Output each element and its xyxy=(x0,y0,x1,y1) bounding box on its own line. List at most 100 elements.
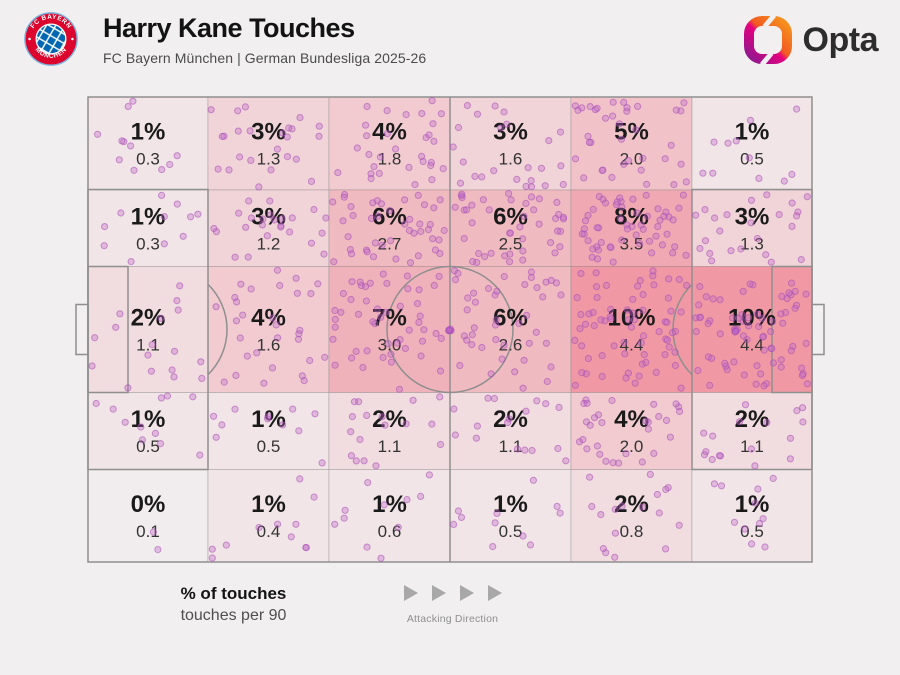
touch-dot xyxy=(148,341,156,349)
zone-per90-label-r1c1: 1.2 xyxy=(257,234,281,253)
touch-dot xyxy=(543,377,551,386)
touch-dot xyxy=(554,444,562,453)
touch-dot xyxy=(440,226,448,235)
touch-dot xyxy=(356,278,364,286)
touch-dot xyxy=(403,496,411,504)
zone-pct-label-r4c2: 1% xyxy=(372,491,407,518)
touch-dot xyxy=(500,108,508,116)
touch-dot xyxy=(516,223,524,231)
zone-cell-r0c4 xyxy=(570,96,693,191)
touch-dot xyxy=(160,213,168,221)
touch-dot xyxy=(196,451,204,459)
touch-dot xyxy=(637,221,645,229)
touch-dot xyxy=(802,339,810,347)
touch-dot xyxy=(704,320,712,328)
touch-dot xyxy=(522,199,530,207)
zone-per90-label-r3c2: 1.1 xyxy=(378,437,402,456)
touch-dot xyxy=(246,127,254,135)
touch-dot xyxy=(671,243,679,251)
touch-dot xyxy=(652,232,660,240)
touch-dot xyxy=(571,155,580,163)
touch-dot xyxy=(696,244,704,253)
touch-dot xyxy=(520,356,528,364)
touch-dot xyxy=(788,199,796,207)
touch-dot xyxy=(157,394,165,402)
touch-dot xyxy=(760,382,768,390)
zone-per90-label-r3c0: 0.5 xyxy=(136,437,160,456)
touch-dot xyxy=(497,124,505,132)
touch-dot xyxy=(709,295,717,303)
touch-dot xyxy=(779,319,787,327)
touch-dot xyxy=(450,405,458,413)
touch-dot xyxy=(802,290,810,298)
touch-dot xyxy=(187,213,195,221)
touch-dot xyxy=(354,310,363,318)
touch-dot xyxy=(637,166,645,174)
touch-dot xyxy=(322,214,330,222)
zone-cell-r3c0 xyxy=(87,392,209,470)
touch-dot xyxy=(584,354,593,363)
touch-dot xyxy=(420,201,429,209)
touch-dot xyxy=(597,316,605,324)
touch-dot xyxy=(91,334,99,342)
touch-dot xyxy=(469,257,477,266)
touch-dot xyxy=(268,364,277,372)
touch-dot xyxy=(519,384,527,392)
touch-dot xyxy=(273,266,282,274)
touch-dot xyxy=(682,251,690,259)
zone-per90-label-r4c3: 0.5 xyxy=(499,522,523,541)
touch-dot xyxy=(592,283,601,291)
touch-dot xyxy=(236,334,244,342)
touch-dot xyxy=(267,166,275,174)
touch-dot xyxy=(232,317,241,325)
touch-dot xyxy=(542,400,550,408)
touch-dot xyxy=(557,291,565,299)
touch-dot xyxy=(601,114,610,122)
touch-dot xyxy=(220,378,228,386)
touch-dot xyxy=(778,292,786,300)
touch-dot xyxy=(650,281,658,289)
touch-dot xyxy=(663,230,671,238)
touch-dot xyxy=(709,432,717,440)
touch-dot xyxy=(266,197,274,205)
touch-dot xyxy=(409,396,417,404)
zone-cell-r4c2 xyxy=(328,469,451,563)
touch-dot xyxy=(521,446,529,454)
touch-dot xyxy=(158,191,166,199)
zone-per90-label-r4c4: 0.8 xyxy=(620,522,644,541)
touch-dot xyxy=(112,323,120,331)
touch-dot xyxy=(364,479,372,487)
touch-dot xyxy=(115,156,123,164)
touch-dot xyxy=(492,316,500,324)
touch-dot xyxy=(737,245,745,253)
touch-dot xyxy=(506,258,514,266)
touch-dot xyxy=(777,363,785,371)
touch-dot xyxy=(578,230,586,238)
touch-dot xyxy=(631,379,639,387)
touch-dot xyxy=(527,193,536,201)
touch-dot xyxy=(668,329,677,337)
touch-dot xyxy=(777,310,785,318)
touch-dot xyxy=(156,440,165,448)
touch-dot xyxy=(439,165,447,173)
touch-dot xyxy=(234,127,242,135)
touch-dot xyxy=(588,253,596,261)
touch-dot xyxy=(314,280,322,288)
touch-dot xyxy=(636,239,644,248)
touch-dot xyxy=(652,368,660,376)
touch-dot xyxy=(356,435,364,444)
touch-dot xyxy=(449,143,457,151)
touch-dot xyxy=(320,250,328,258)
touch-dot xyxy=(381,421,389,429)
touch-dot xyxy=(431,246,439,254)
touch-dot xyxy=(736,418,744,426)
touch-dot xyxy=(547,239,555,247)
touch-dot xyxy=(671,361,680,370)
touch-dot xyxy=(615,459,623,467)
touch-dot xyxy=(197,358,205,366)
touch-dot xyxy=(149,528,157,536)
touch-dot xyxy=(339,217,347,225)
zone-per90-label-r0c3: 1.6 xyxy=(499,150,523,169)
touch-dot xyxy=(593,293,601,302)
touch-dot xyxy=(296,475,304,483)
